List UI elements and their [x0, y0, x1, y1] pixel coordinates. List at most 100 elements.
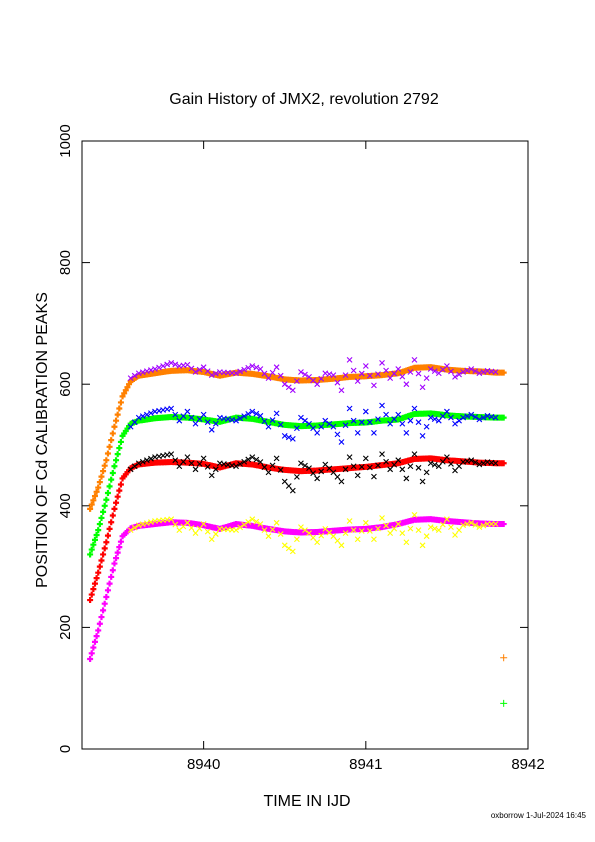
data-point	[172, 361, 179, 368]
data-point	[310, 534, 316, 541]
data-point	[419, 478, 426, 485]
data-point	[109, 430, 116, 437]
data-point	[431, 416, 438, 423]
data-point	[184, 519, 191, 526]
data-point	[366, 528, 373, 534]
data-point	[188, 525, 195, 531]
data-point	[101, 502, 108, 509]
data-point	[241, 521, 248, 528]
data-point	[196, 460, 203, 467]
y-tick-label: 400	[57, 493, 74, 518]
data-point	[399, 530, 406, 537]
data-point	[139, 413, 146, 420]
data-point	[95, 527, 102, 534]
data-point	[249, 408, 256, 415]
y-axis-label: POSITION OF Cd CALIBRATION PEAKS	[34, 292, 51, 588]
data-point	[362, 408, 369, 415]
data-point	[116, 445, 123, 452]
data-point	[200, 521, 207, 527]
data-point	[277, 531, 284, 537]
data-point	[168, 516, 175, 523]
data-point	[334, 431, 341, 438]
data-point	[375, 416, 381, 423]
data-point	[109, 469, 116, 476]
data-point	[298, 414, 304, 421]
data-point	[273, 410, 280, 417]
data-point	[431, 368, 438, 375]
data-point	[423, 469, 430, 476]
data-point	[192, 420, 199, 427]
y-tick-label: 200	[57, 615, 74, 640]
data-point	[342, 530, 349, 537]
data-point	[152, 366, 158, 372]
data-point	[176, 417, 183, 424]
data-point	[116, 487, 123, 494]
data-point	[306, 420, 312, 427]
data-point	[116, 544, 123, 551]
data-point	[261, 527, 268, 534]
data-point	[106, 580, 113, 587]
data-point	[148, 519, 154, 525]
data-point	[113, 457, 120, 464]
data-point	[200, 411, 207, 418]
series-8	[500, 654, 508, 662]
series-6	[87, 516, 507, 663]
data-point	[500, 414, 507, 421]
data-point	[90, 497, 97, 504]
data-point	[93, 531, 100, 538]
data-point	[411, 405, 418, 412]
data-point	[253, 410, 260, 417]
data-point	[249, 363, 256, 369]
x-axis-label: TIME IN IJD	[263, 793, 350, 810]
data-point	[135, 460, 142, 467]
data-point	[100, 508, 107, 515]
data-point	[379, 451, 385, 458]
footer-stamp: oxborrow 1-Jul-2024 16:45	[491, 811, 587, 820]
data-point	[289, 487, 296, 494]
data-point	[391, 370, 398, 377]
data-point	[188, 414, 195, 421]
data-point	[285, 434, 292, 441]
data-point	[310, 470, 316, 477]
data-point	[423, 533, 430, 540]
data-point	[95, 627, 102, 634]
data-point	[350, 367, 357, 374]
data-point	[233, 527, 239, 534]
data-point	[366, 464, 373, 471]
data-point	[237, 368, 244, 375]
data-point	[261, 370, 268, 377]
data-point	[342, 422, 349, 429]
data-point	[468, 411, 475, 418]
data-point	[346, 356, 353, 363]
data-point	[95, 569, 102, 576]
data-point	[354, 378, 361, 385]
data-point	[403, 475, 410, 482]
data-point	[200, 455, 207, 462]
data-point	[212, 370, 219, 377]
data-point	[492, 521, 499, 527]
data-point	[411, 356, 418, 363]
data-point	[318, 468, 325, 475]
data-point	[192, 369, 199, 375]
data-point	[468, 366, 475, 372]
data-point	[375, 462, 381, 469]
data-point	[111, 463, 118, 470]
data-point	[383, 458, 389, 465]
data-point	[460, 414, 467, 421]
plot-frame	[81, 140, 529, 750]
data-point	[245, 519, 252, 525]
data-point	[277, 467, 284, 473]
data-point	[419, 384, 426, 391]
x-tick-label: 8942	[511, 756, 544, 773]
data-point	[117, 538, 124, 545]
data-point	[342, 372, 349, 378]
y-tick-label: 0	[57, 745, 74, 753]
data-point	[269, 417, 276, 423]
axis-ticks: 0 200 400 600 800 1000 8940 8941 8942	[57, 124, 545, 773]
data-point	[472, 522, 479, 528]
data-point	[318, 532, 325, 539]
data-point	[366, 419, 373, 426]
data-point	[143, 368, 150, 375]
data-point	[395, 521, 402, 527]
data-point	[176, 463, 183, 470]
